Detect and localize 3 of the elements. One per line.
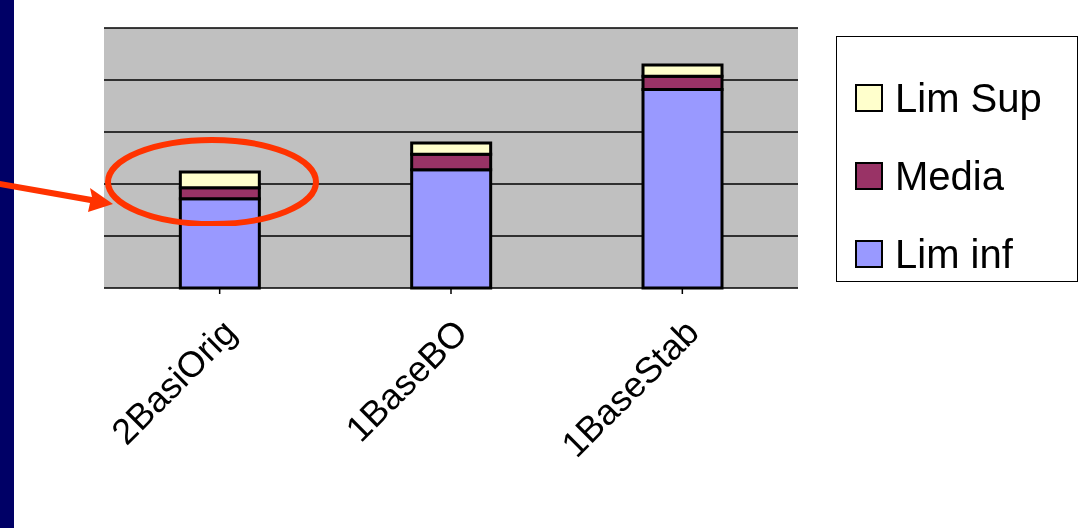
legend-label: Lim Sup [895,75,1042,121]
legend-label: Lim inf [895,231,1013,277]
legend-label: Media [895,153,1004,199]
